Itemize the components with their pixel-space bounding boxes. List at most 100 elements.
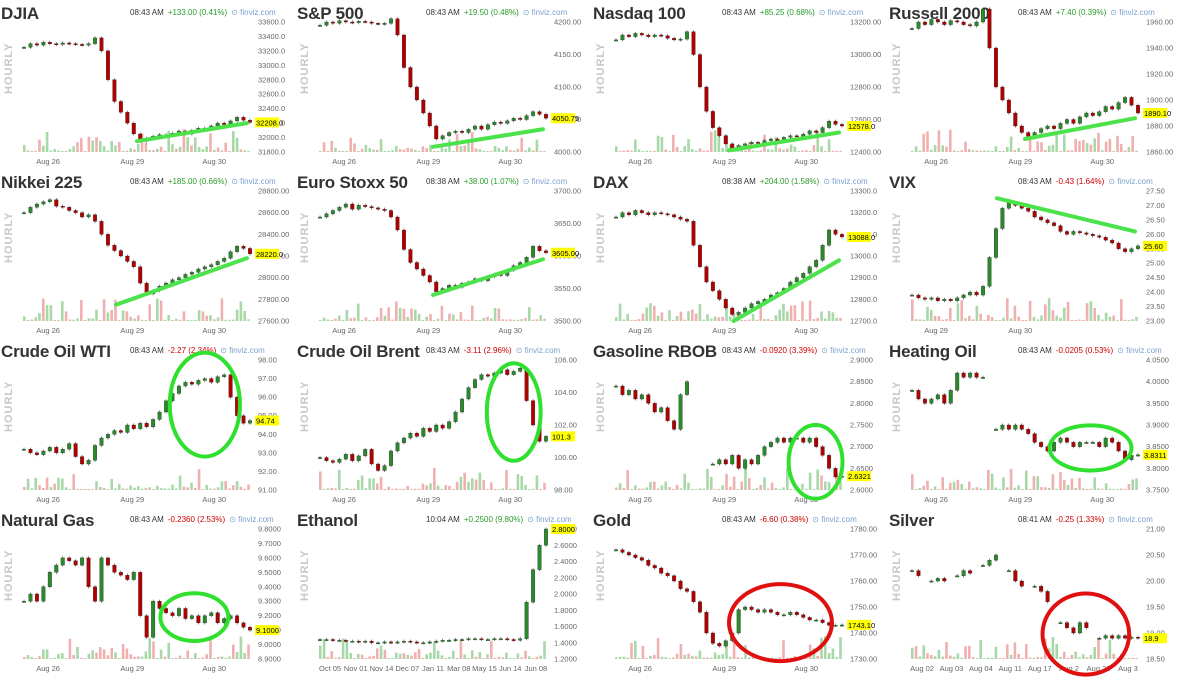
- candle-body: [22, 601, 26, 603]
- last-price-label: 18.9: [1144, 634, 1159, 643]
- volume-bar: [1101, 488, 1104, 490]
- chart-panel[interactable]: Gasoline RBOB 08:43 AM -0.0920 (3.39%) ⊙ fi…: [592, 340, 886, 508]
- volume-bar: [713, 130, 717, 152]
- y-tick-label: 9.5000: [258, 568, 281, 577]
- volume-bar: [664, 657, 667, 659]
- chart-panel[interactable]: Crude Oil Brent 08:43 AM -3.11 (2.96%) ⊙ fi…: [296, 340, 590, 508]
- volume-bar: [364, 657, 368, 659]
- volume-bar: [744, 150, 747, 152]
- x-tick-label: Aug 17: [1028, 664, 1052, 673]
- candle-body: [910, 390, 914, 392]
- chart-panel[interactable]: S&P 500 08:43 AM +19.50 (0.48%) ⊙ finviz.co…: [296, 2, 590, 170]
- chart-panel[interactable]: DJIA 08:43 AM +133.00 (0.41%) ⊙ finviz.com H…: [0, 2, 294, 170]
- candle-body: [1136, 245, 1140, 249]
- y-tick-label: 25.00: [1146, 259, 1165, 268]
- volume-bar: [945, 642, 948, 659]
- volume-bar: [125, 150, 129, 152]
- source-link[interactable]: ⊙ finviz.com: [527, 515, 572, 524]
- volume-bar: [87, 489, 91, 490]
- source-link[interactable]: ⊙ finviz.com: [818, 8, 864, 17]
- source-link[interactable]: ⊙ finviz.com: [229, 515, 274, 524]
- volume-bar: [641, 313, 645, 321]
- volume-bar: [801, 483, 804, 490]
- candle-body: [1065, 622, 1069, 628]
- candle-body: [505, 638, 510, 641]
- chart-panel[interactable]: Ethanol 10:04 AM +0.2500 (9.80%) ⊙ finviz.c…: [296, 509, 590, 677]
- volume-bar: [471, 650, 474, 659]
- volume-bar: [239, 636, 243, 659]
- chart-panel[interactable]: VIX 08:43 AM -0.43 (1.64%) ⊙ finviz.com HOUR…: [888, 171, 1182, 339]
- volume-bar: [209, 133, 212, 152]
- candle-body: [93, 214, 97, 222]
- candle-body: [434, 281, 439, 292]
- volume-bar: [615, 487, 618, 490]
- source-link[interactable]: ⊙ finviz.com: [220, 346, 265, 355]
- volume-bar: [1017, 316, 1020, 321]
- chart-panel[interactable]: Silver 08:41 AM -0.25 (1.33%) ⊙ finviz.com H…: [888, 509, 1182, 677]
- y-tick-label: 3550.00: [554, 284, 581, 293]
- volume-bar: [34, 150, 37, 152]
- volume-bar: [326, 488, 330, 490]
- chart-panel[interactable]: DAX 08:38 AM +204.00 (1.58%) ⊙ finviz.com HO…: [592, 171, 886, 339]
- volume-bar: [1085, 142, 1089, 152]
- volume-bar: [209, 488, 212, 490]
- volume-bar: [45, 131, 49, 152]
- source-link[interactable]: ⊙ finviz.com: [522, 8, 568, 17]
- y-tick-label: 1780.00: [850, 525, 877, 534]
- source-link[interactable]: ⊙ finviz.com: [1108, 515, 1153, 524]
- candle-body: [389, 18, 393, 24]
- source-link[interactable]: ⊙ finviz.com: [522, 177, 568, 186]
- volume-bar: [653, 305, 656, 321]
- volume-bar: [23, 486, 26, 490]
- volume-bar: [539, 488, 542, 490]
- chart-panel[interactable]: Nasdaq 100 08:43 AM +85.25 (0.68%) ⊙ finviz…: [592, 2, 886, 170]
- source-link[interactable]: ⊙ finviz.com: [1117, 346, 1162, 355]
- x-tick-label: Aug 30: [1090, 157, 1114, 166]
- source-link[interactable]: ⊙ finviz.com: [515, 346, 561, 355]
- source-link[interactable]: ⊙ finviz.com: [812, 515, 857, 524]
- volume-bar: [159, 649, 163, 659]
- volume-bar: [118, 141, 121, 152]
- chart-panel[interactable]: Nikkei 225 08:43 AM +185.00 (0.66%) ⊙ finvi…: [0, 171, 294, 339]
- volume-bar: [801, 150, 804, 152]
- volume-bar: [64, 657, 68, 659]
- chart-panel[interactable]: Euro Stoxx 50 08:38 AM +38.00 (1.07%) ⊙ fin…: [296, 171, 590, 339]
- x-tick-label: Jun 08: [525, 664, 548, 673]
- volume-bar: [175, 488, 178, 490]
- volume-bar: [1112, 150, 1115, 152]
- volume-bar: [1032, 316, 1036, 321]
- source-link[interactable]: ⊙ finviz.com: [1108, 177, 1153, 186]
- volume-bar: [137, 144, 140, 152]
- volume-bar: [129, 148, 132, 152]
- source-link[interactable]: ⊙ finviz.com: [1110, 8, 1155, 17]
- chart-panel[interactable]: Gold 08:43 AM -6.60 (0.38%) ⊙ finviz.com HOU…: [592, 509, 886, 677]
- y-tick-label: 21.00: [1146, 525, 1165, 534]
- candle-body: [125, 575, 130, 580]
- candle-body: [794, 135, 799, 138]
- source-link[interactable]: ⊙ finviz.com: [821, 346, 866, 355]
- chart-panel[interactable]: Crude Oil WTI 08:43 AM -2.27 (2.34%) ⊙ finv…: [0, 340, 294, 508]
- x-tick-label: Aug 29: [1008, 157, 1032, 166]
- y-tick-label: 27.00: [1146, 201, 1165, 210]
- volume-bar: [945, 146, 948, 152]
- chart-panel[interactable]: Russell 2000 08:43 AM +7.40 (0.39%) ⊙ finvi…: [888, 2, 1182, 170]
- source-link[interactable]: ⊙ finviz.com: [231, 8, 276, 17]
- chart-panel[interactable]: Natural Gas 08:43 AM -0.2360 (2.53%) ⊙ finv…: [0, 509, 294, 677]
- y-tick-label: 1.4000: [554, 638, 577, 647]
- volume-bar: [630, 319, 633, 321]
- source-link[interactable]: ⊙ finviz.com: [231, 177, 276, 186]
- candle-body: [639, 210, 644, 213]
- volume-bar: [949, 129, 952, 152]
- volume-bar: [61, 301, 64, 321]
- candle-body: [125, 255, 130, 262]
- candle-body: [1077, 231, 1082, 234]
- chart-title: Euro Stoxx 50: [297, 173, 408, 192]
- candle-body: [974, 291, 979, 296]
- candle-body: [916, 21, 921, 29]
- source-link[interactable]: ⊙ finviz.com: [823, 177, 868, 186]
- volume-bar: [990, 473, 994, 490]
- candle-body: [929, 19, 934, 25]
- volume-bar: [1066, 150, 1070, 152]
- chart-panel[interactable]: Heating Oil 08:43 AM -0.0205 (0.53%) ⊙ finv…: [888, 340, 1182, 508]
- candle-body: [105, 234, 110, 246]
